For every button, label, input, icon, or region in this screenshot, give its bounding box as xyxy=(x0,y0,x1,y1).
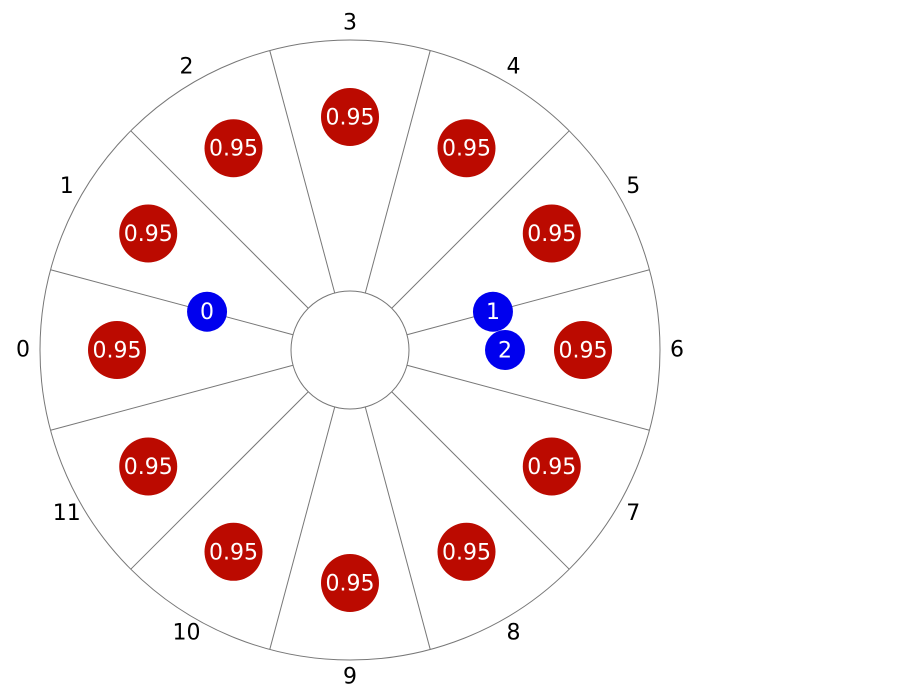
inner-ring xyxy=(290,290,410,410)
segment-divider xyxy=(391,391,570,570)
value-text: 0.95 xyxy=(124,222,173,247)
segment-label: 1 xyxy=(60,174,74,199)
segment-divider xyxy=(269,406,336,650)
segment-label: 4 xyxy=(507,54,521,79)
segment-divider xyxy=(364,50,431,294)
segment-label: 6 xyxy=(670,338,684,363)
value-text: 0.95 xyxy=(124,455,173,480)
marker: 2 xyxy=(485,330,525,370)
value-dot xyxy=(88,321,146,379)
segment-divider xyxy=(269,50,336,294)
marker: 0 xyxy=(187,291,228,332)
segment-divider xyxy=(364,406,431,650)
value-dot xyxy=(119,437,178,496)
segment-value: 0.95 xyxy=(321,554,379,612)
value-dot xyxy=(204,522,263,581)
segment-value: 0.95 xyxy=(522,204,581,263)
value-dot xyxy=(554,321,612,379)
value-dot xyxy=(522,437,581,496)
value-text: 0.95 xyxy=(326,572,375,597)
value-dot xyxy=(437,119,496,178)
segment-divider xyxy=(50,269,294,336)
value-dot xyxy=(321,554,379,612)
segment-divider xyxy=(50,364,294,431)
value-text: 0.95 xyxy=(442,137,491,162)
value-text: 0.95 xyxy=(442,540,491,565)
value-text: 0.95 xyxy=(209,137,258,162)
segment-divider xyxy=(406,269,650,336)
segment-divider xyxy=(130,130,309,309)
value-text: 0.95 xyxy=(209,540,258,565)
segment-label: 9 xyxy=(343,665,357,690)
segment-value: 0.95 xyxy=(119,437,178,496)
segment-label: 8 xyxy=(507,621,521,646)
value-text: 0.95 xyxy=(93,339,142,364)
segment-value: 0.95 xyxy=(321,88,379,146)
marker-label: 2 xyxy=(498,339,512,364)
segment-values: 0.95 0.95 0.95 0.95 0.95 0.95 0.95 0.95 0.95 0.95… xyxy=(88,88,612,612)
wheel-lines xyxy=(39,39,661,661)
segment-label: 3 xyxy=(343,11,357,36)
value-text: 0.95 xyxy=(527,222,576,247)
segment-value: 0.95 xyxy=(554,321,612,379)
marker-dot xyxy=(187,291,228,332)
value-dot xyxy=(204,119,263,178)
value-text: 0.95 xyxy=(527,455,576,480)
segment-label: 5 xyxy=(626,174,640,199)
value-dot xyxy=(119,204,178,263)
value-text: 0.95 xyxy=(326,106,375,131)
markers: 0 1 2 xyxy=(187,291,525,370)
segment-divider xyxy=(391,130,570,309)
marker-dot xyxy=(472,291,513,332)
value-text: 0.95 xyxy=(559,339,608,364)
segment-label: 0 xyxy=(16,338,30,363)
marker-label: 0 xyxy=(200,300,214,325)
segment-value: 0.95 xyxy=(522,437,581,496)
marker-dot xyxy=(485,330,525,370)
segment-value: 0.95 xyxy=(204,522,263,581)
segment-value: 0.95 xyxy=(437,522,496,581)
segment-value: 0.95 xyxy=(437,119,496,178)
segment-value: 0.95 xyxy=(204,119,263,178)
segment-divider xyxy=(406,364,650,431)
marker-label: 1 xyxy=(486,300,500,325)
outer-ring xyxy=(39,39,661,661)
segment-value: 0.95 xyxy=(119,204,178,263)
value-dot xyxy=(437,522,496,581)
value-dot xyxy=(522,204,581,263)
segment-label: 2 xyxy=(180,54,194,79)
segment-value: 0.95 xyxy=(88,321,146,379)
value-dot xyxy=(321,88,379,146)
segment-label: 11 xyxy=(53,501,81,526)
marker: 1 xyxy=(472,291,513,332)
segment-divider xyxy=(130,391,309,570)
segment-label: 10 xyxy=(173,621,201,646)
segment-label: 7 xyxy=(626,501,640,526)
